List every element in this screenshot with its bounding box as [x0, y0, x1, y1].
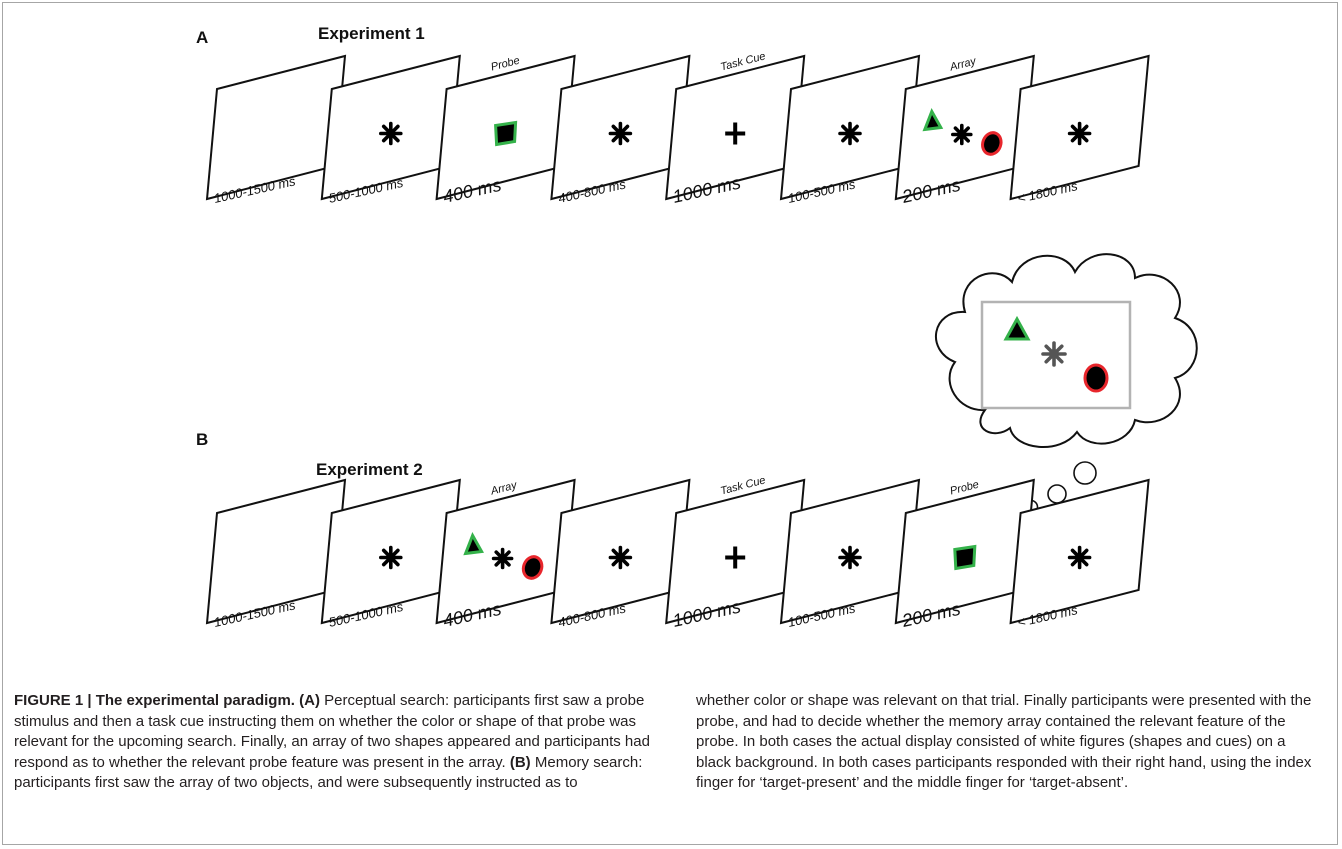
asterisk-core: [957, 130, 966, 139]
thought-bubble-large: [1073, 461, 1097, 485]
caption-continuation: whether color or shape was relevant on t…: [696, 692, 1312, 791]
trial-frame-2: 500-1000 ms: [320, 54, 461, 206]
fixation-asterisk-icon: [1067, 121, 1092, 146]
probe-square-icon: [953, 544, 977, 571]
asterisk-core: [845, 129, 855, 138]
memory-array-frame: [980, 300, 1132, 410]
fixation-asterisk-icon: [608, 545, 633, 570]
caption-a-text: Perceptual search: participants first sa…: [14, 692, 650, 771]
fixation-asterisk-icon: [608, 121, 633, 146]
fixation-asterisk-icon: [838, 121, 862, 146]
fixation-asterisk-icon: [838, 545, 862, 570]
fixation-asterisk-icon: [1041, 341, 1067, 367]
fixation-asterisk-icon: [491, 547, 514, 570]
fixation-asterisk-icon: [378, 121, 403, 146]
caption-left-column: FIGURE 1 | The experimental paradigm. (A…: [14, 691, 654, 794]
asterisk-core: [615, 553, 625, 562]
memory-fixation-asterisk: [1041, 341, 1067, 367]
caption-figure-label: FIGURE 1 |: [14, 692, 96, 709]
asterisk-core: [498, 554, 507, 563]
asterisk-core: [845, 553, 855, 562]
cloud-outline: [934, 253, 1198, 448]
panel-a-title: Experiment 1: [318, 24, 425, 43]
caption-title: The experimental paradigm.: [95, 692, 295, 709]
asterisk-core: [386, 129, 396, 138]
array-circle-icon: [521, 555, 544, 580]
memory-triangle: [1003, 315, 1031, 341]
caption-b-tag: (B): [509, 753, 531, 771]
trial-frame-1: 1000-1500 ms: [205, 54, 347, 206]
task-cue-plus-icon: [725, 122, 746, 145]
paradigm-diagram: A Experiment 1 1000-1500 ms 500-1000 msPr…: [196, 24, 1198, 631]
memory-circle: [1083, 363, 1109, 393]
panel-a-letter: A: [196, 28, 208, 47]
fixation-asterisk-icon: [1067, 545, 1092, 570]
asterisk-core: [386, 553, 396, 562]
asterisk-core: [1075, 553, 1085, 562]
array-circle-icon: [981, 131, 1003, 156]
array-triangle-icon: [463, 531, 485, 556]
array-triangle-icon: [922, 107, 944, 132]
caption-a-tag: (A): [299, 692, 320, 709]
fixation-asterisk-icon: [378, 545, 403, 570]
panel-b-letter: B: [196, 430, 208, 449]
trial-frame-8: < 1800 ms: [1009, 478, 1150, 630]
asterisk-core: [1049, 349, 1059, 359]
asterisk-core: [615, 129, 625, 138]
asterisk-core: [1075, 129, 1085, 138]
thought-bubble-medium: [1047, 484, 1067, 504]
fixation-asterisk-icon: [950, 123, 973, 146]
probe-square-icon: [494, 120, 518, 147]
caption-right-column: whether color or shape was relevant on t…: [696, 691, 1316, 794]
caption-b-text: Memory search: participants first saw th…: [14, 753, 643, 792]
task-cue-plus-icon: [725, 546, 746, 569]
memory-thought-cloud: [934, 253, 1198, 515]
trial-frame-8: < 1800 ms: [1009, 54, 1150, 206]
trial-frame-6: 100-500 ms: [779, 478, 921, 630]
panel-b-title: Experiment 2: [316, 460, 423, 479]
